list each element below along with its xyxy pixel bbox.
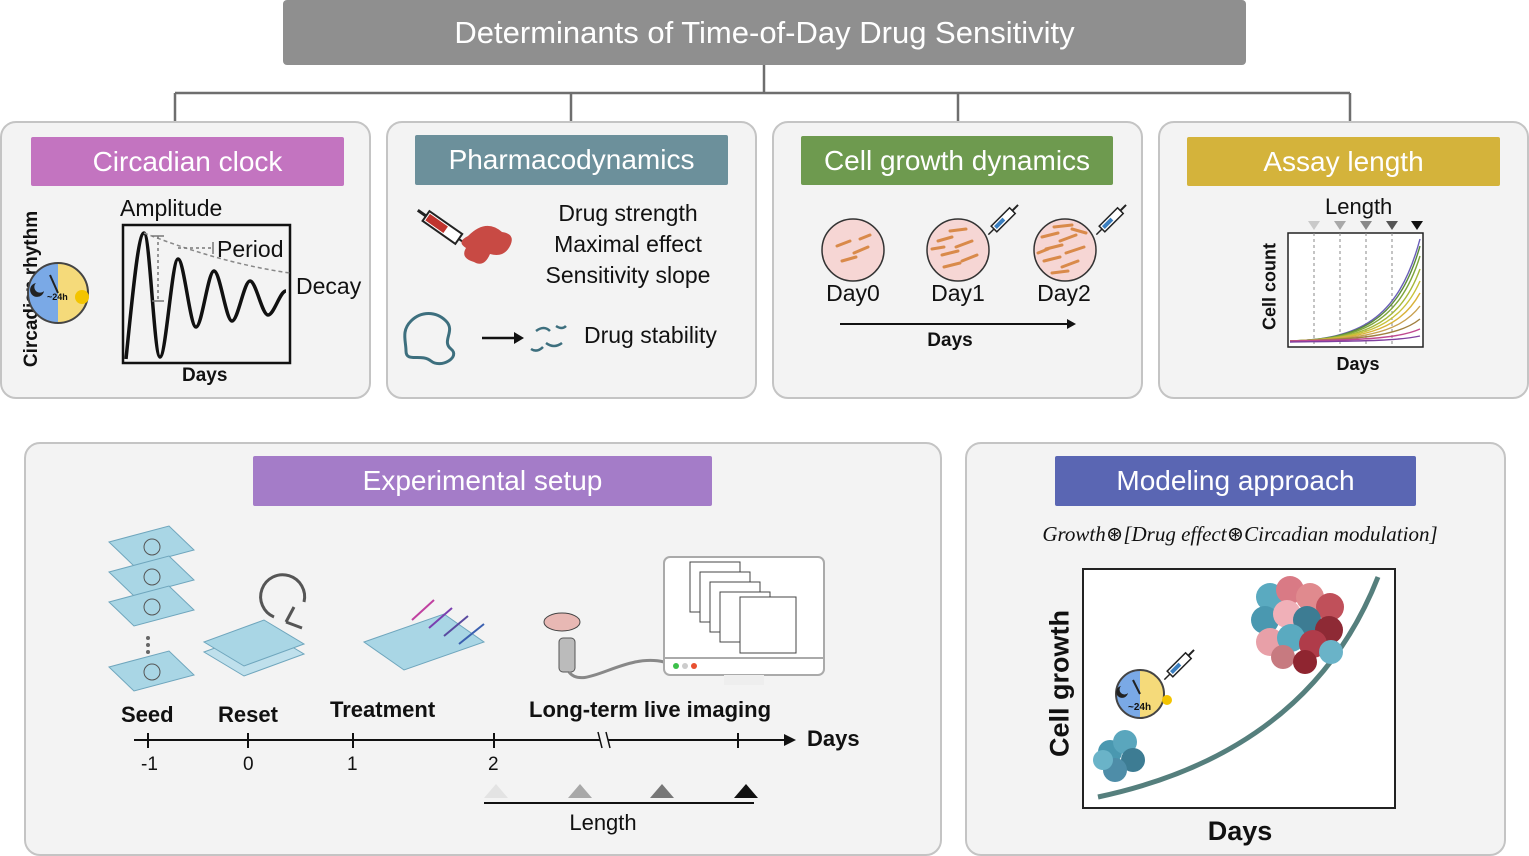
clock-text: ~24h bbox=[47, 292, 68, 302]
reset-clock-icon bbox=[259, 573, 307, 630]
setup-label: Experimental setup bbox=[253, 456, 712, 506]
model-title: Modeling approach bbox=[1116, 465, 1355, 496]
monitor-icon bbox=[663, 556, 825, 685]
pharma-title: Pharmacodynamics bbox=[448, 144, 695, 175]
syringe-day1 bbox=[987, 204, 1019, 236]
syringe-icon bbox=[416, 209, 473, 249]
model-label: Modeling approach bbox=[1055, 456, 1416, 506]
seed-plates bbox=[108, 525, 195, 692]
circadian-xlabel: Days bbox=[182, 365, 228, 386]
setup-illustration bbox=[108, 525, 825, 804]
tick-1: 1 bbox=[347, 754, 358, 775]
treatment-syringes bbox=[411, 599, 485, 645]
growth-day0: Day0 bbox=[826, 280, 880, 306]
model-syringe-icon bbox=[1163, 649, 1195, 681]
growth-day1: Day1 bbox=[931, 280, 985, 306]
large-cell-cluster bbox=[1251, 576, 1344, 674]
small-cell-cluster bbox=[1093, 730, 1145, 782]
pharma-icons bbox=[403, 209, 567, 366]
clock-icon bbox=[27, 262, 89, 324]
microscope-icon bbox=[558, 637, 576, 673]
model-xlabel: Days bbox=[1207, 816, 1273, 846]
circadian-label: Circadian clock bbox=[31, 137, 344, 186]
reset-plate bbox=[202, 619, 306, 677]
circadian-title: Circadian clock bbox=[92, 145, 283, 177]
dish-day0 bbox=[821, 218, 885, 282]
model-formula: Growth⊛[Drug effect⊛Circadian modulation… bbox=[1042, 522, 1438, 546]
setup-days: Days bbox=[807, 726, 860, 751]
setup-length: Length bbox=[569, 810, 637, 835]
growth-title: Cell growth dynamics bbox=[823, 144, 1091, 176]
pharma-line3: Sensitivity slope bbox=[545, 262, 711, 288]
pharma-line2: Maximal effect bbox=[554, 231, 702, 257]
setup-seed: Seed bbox=[121, 702, 174, 727]
connector-tree bbox=[173, 65, 1352, 122]
tick-2: 2 bbox=[488, 754, 499, 775]
model-plot bbox=[1082, 568, 1396, 809]
setup-imaging: Long-term live imaging bbox=[529, 697, 772, 722]
setup-title: Experimental setup bbox=[362, 465, 603, 496]
petri-dish bbox=[543, 612, 581, 632]
pharma-line1: Drug strength bbox=[558, 200, 698, 226]
model-clock-icon bbox=[1115, 669, 1172, 719]
treatment-plate bbox=[362, 613, 486, 671]
pharma-stability: Drug stability bbox=[584, 322, 717, 348]
period-label: Period bbox=[217, 236, 284, 262]
setup-treatment: Treatment bbox=[330, 697, 436, 722]
circadian-plot bbox=[121, 223, 292, 365]
model-clock-text: ~24h bbox=[1128, 702, 1152, 713]
amplitude-label: Amplitude bbox=[120, 195, 223, 221]
pharma-label: Pharmacodynamics bbox=[415, 135, 728, 185]
header-title: Determinants of Time-of-Day Drug Sensiti… bbox=[454, 14, 1075, 50]
tick-0: 0 bbox=[243, 754, 254, 775]
growth-dishes bbox=[821, 204, 1127, 329]
growth-label: Cell growth dynamics bbox=[801, 136, 1113, 185]
tick-m1: -1 bbox=[141, 754, 158, 775]
assay-label: Assay length bbox=[1187, 137, 1500, 186]
model-ylabel: Cell growth bbox=[1044, 610, 1075, 757]
assay-plot bbox=[1287, 221, 1424, 348]
assay-title: Assay length bbox=[1263, 145, 1424, 177]
setup-reset: Reset bbox=[218, 702, 278, 727]
growth-day2: Day2 bbox=[1037, 280, 1091, 306]
header-title-box: Determinants of Time-of-Day Drug Sensiti… bbox=[283, 0, 1246, 65]
syringe-day2 bbox=[1095, 204, 1127, 236]
assay-xlabel: Days bbox=[1336, 354, 1380, 374]
growth-xlabel: Days bbox=[927, 330, 973, 351]
decay-label: Decay bbox=[296, 273, 362, 299]
assay-length: Length bbox=[1325, 194, 1393, 219]
